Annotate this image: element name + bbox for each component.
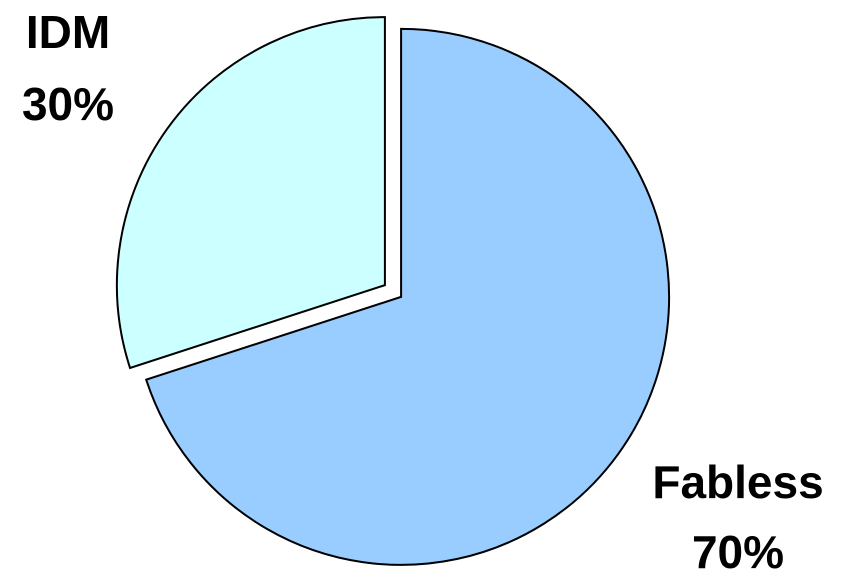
- slice-value-label: 70%: [692, 526, 784, 578]
- slice-value-label: 30%: [22, 78, 114, 130]
- slice-label: IDM: [26, 6, 110, 58]
- slice-label: Fabless: [652, 456, 823, 508]
- pie-slice: [115, 16, 386, 370]
- pie-slice: [144, 27, 671, 566]
